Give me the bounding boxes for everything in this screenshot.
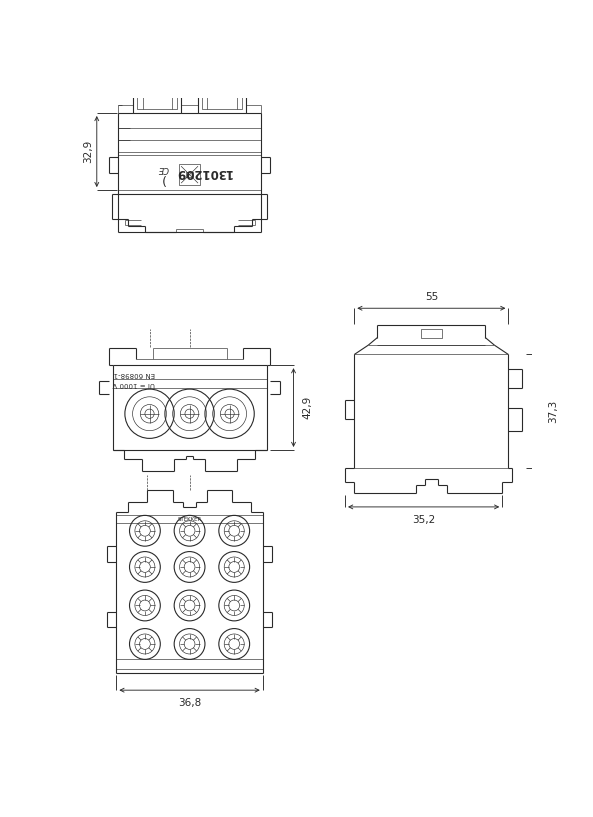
Text: 35,2: 35,2 [412, 515, 435, 525]
Text: ): ) [160, 172, 165, 185]
Bar [137, 78, 177, 94]
Text: 55: 55 [425, 292, 438, 302]
Text: EN 60898-1: EN 60898-1 [113, 372, 155, 377]
Text: CE: CE [157, 164, 168, 173]
Bar [202, 78, 242, 94]
Text: STEKKER: STEKKER [177, 516, 202, 522]
Bar [137, 96, 177, 109]
Text: 1301209: 1301209 [175, 166, 232, 179]
Text: 36,8: 36,8 [178, 698, 201, 708]
Text: 42,9: 42,9 [303, 396, 313, 419]
Text: 37,3: 37,3 [549, 400, 559, 423]
Text: Ui = 1000 V: Ui = 1000 V [113, 381, 155, 386]
Bar [133, 73, 181, 113]
Text: 32,9: 32,9 [83, 140, 93, 163]
Bar [202, 96, 242, 109]
Bar [178, 164, 200, 185]
Bar [186, 172, 193, 177]
Bar [420, 329, 442, 338]
Bar [198, 73, 246, 113]
